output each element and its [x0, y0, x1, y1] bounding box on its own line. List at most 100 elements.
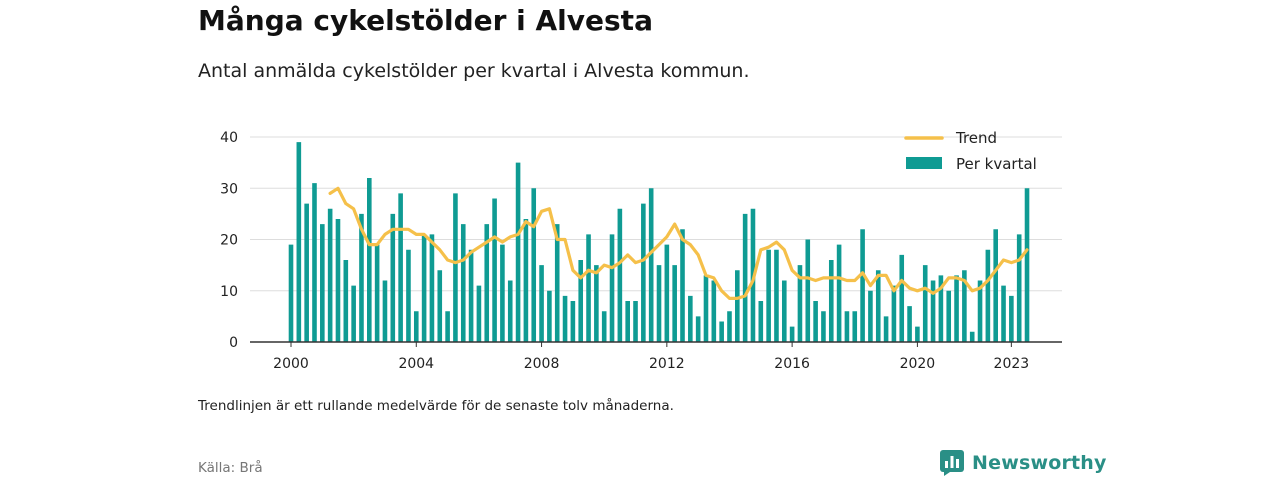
bar	[836, 244, 842, 342]
newsworthy-logo-icon	[940, 450, 964, 476]
bar	[962, 270, 967, 342]
bar	[296, 142, 302, 342]
bar	[664, 244, 670, 342]
y-tick-label: 20	[220, 233, 238, 249]
bar	[586, 234, 591, 342]
bar	[1024, 188, 1030, 342]
bar	[327, 208, 333, 342]
x-tick-label: 2023	[994, 356, 1030, 372]
bar	[633, 301, 638, 342]
bar	[1009, 295, 1014, 342]
bar	[531, 188, 537, 342]
bar	[852, 311, 858, 342]
x-tick-label: 2016	[774, 356, 810, 372]
bar	[578, 260, 584, 342]
bar	[351, 285, 356, 342]
bar	[977, 280, 983, 342]
bar	[758, 301, 764, 342]
bar	[954, 275, 959, 342]
bar	[993, 229, 998, 342]
bar	[656, 265, 662, 342]
bar	[484, 224, 490, 342]
bar	[883, 316, 889, 342]
bar	[821, 311, 826, 342]
bar	[860, 229, 865, 342]
axes: 0 10 20 30 40 2000 2004 2008 2012 2016 2020 2023	[220, 130, 1062, 372]
bar	[382, 280, 388, 342]
bar	[641, 203, 646, 342]
bar	[946, 290, 952, 342]
bar	[437, 270, 443, 342]
bar	[781, 280, 787, 342]
y-tick-label: 10	[220, 284, 238, 300]
bar	[648, 188, 654, 342]
bar	[930, 280, 936, 342]
bar	[390, 213, 396, 342]
bar	[492, 198, 497, 342]
legend-trend-label: Trend	[955, 129, 997, 147]
bar	[421, 234, 427, 342]
chart: 0 10 20 30 40 2000 2004 2008 2012 2016 2020 2023 Tr…	[220, 129, 1062, 372]
bar	[828, 260, 834, 342]
bar	[453, 193, 458, 342]
bar	[766, 249, 771, 342]
bar	[515, 162, 521, 342]
bar	[625, 301, 630, 342]
bar	[429, 234, 435, 342]
bar-series	[288, 142, 1030, 342]
x-tick-label: 2012	[649, 356, 685, 372]
bar	[727, 311, 732, 342]
bar	[985, 249, 991, 342]
bar	[468, 249, 474, 342]
bar	[562, 295, 568, 342]
bar	[374, 244, 380, 342]
bar	[304, 203, 309, 342]
y-tick-label: 0	[229, 335, 238, 351]
chart-subtitle: Antal anmälda cykelstölder per kvartal i…	[198, 60, 750, 82]
bar	[523, 219, 529, 342]
bar	[875, 270, 881, 342]
brand-name: Newsworthy	[972, 452, 1107, 474]
bar	[891, 285, 897, 342]
bar	[507, 280, 513, 342]
bar	[594, 265, 599, 342]
bar	[460, 224, 466, 342]
bar	[343, 260, 349, 342]
bar	[445, 311, 450, 342]
bar	[547, 290, 552, 342]
legend: Trend Per kvartal	[904, 129, 1037, 173]
bar	[288, 244, 294, 342]
bar	[359, 213, 364, 342]
bar	[695, 316, 701, 342]
bar	[1001, 285, 1006, 342]
bar	[1016, 234, 1022, 342]
trend-series	[328, 186, 1029, 300]
bar	[719, 321, 724, 342]
chart-title: Många cykelstölder i Alvesta	[198, 4, 653, 37]
bar	[797, 265, 803, 342]
legend-bar-swatch	[906, 157, 942, 169]
bar	[922, 265, 928, 342]
bar	[601, 311, 607, 342]
bar	[500, 244, 505, 342]
bar	[570, 301, 576, 342]
x-tick-label: 2008	[524, 356, 560, 372]
source-text: Källa: Brå	[198, 460, 263, 476]
bar	[813, 301, 818, 342]
bar	[688, 295, 693, 342]
bar	[742, 213, 748, 342]
x-tick-label: 2000	[273, 356, 309, 372]
bar	[938, 275, 944, 342]
bar	[672, 265, 677, 342]
bar	[476, 285, 482, 342]
legend-bar-label: Per kvartal	[956, 155, 1037, 173]
x-tick-label: 2020	[900, 356, 936, 372]
bar	[711, 280, 717, 342]
bar	[805, 239, 811, 342]
bar	[335, 219, 341, 342]
bar	[703, 275, 709, 342]
bar	[915, 326, 920, 342]
bar	[539, 265, 544, 342]
bar	[320, 224, 325, 342]
bar	[398, 193, 403, 342]
